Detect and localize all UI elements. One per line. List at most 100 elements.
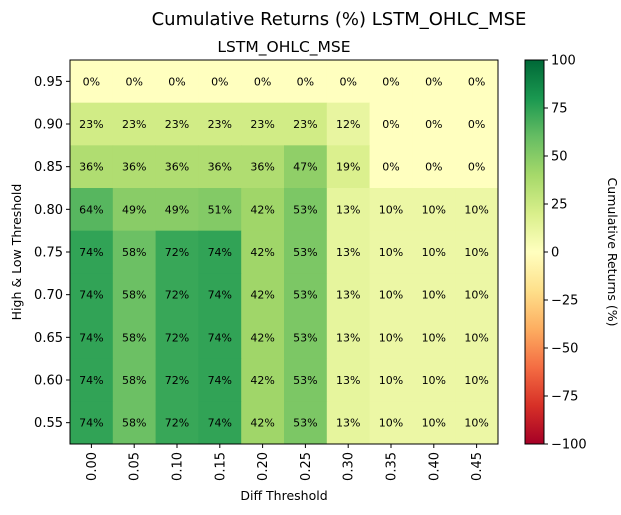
colorbar-label: Cumulative Returns (%) [605,178,620,327]
cell-value-label: 74% [79,331,103,344]
colorbar-tick-label: −100 [551,438,587,453]
cell-value-label: 10% [464,417,488,430]
cell-value-label: 13% [336,246,360,259]
cell-value-label: 53% [293,246,317,259]
heatmap-cell [155,358,199,402]
x-tick-label: 0.00 [85,452,100,481]
heatmap-cell [412,188,456,232]
heatmap-cell [369,358,413,402]
colorbar-tick-label: 0 [551,246,559,261]
heatmap-cell [369,316,413,360]
cell-value-label: 74% [79,374,103,387]
heatmap-cell [70,316,114,360]
heatmap-cell [241,60,285,104]
cell-value-label: 13% [336,331,360,344]
cell-value-label: 74% [208,331,232,344]
cell-value-label: 10% [422,417,446,430]
cell-value-label: 10% [379,289,403,302]
heatmap-cell [155,102,199,146]
heatmap-cell [198,102,242,146]
heatmap-cell [455,358,499,402]
cell-value-label: 13% [336,417,360,430]
colorbar-tick-label: 50 [551,150,568,165]
cell-value-label: 49% [122,203,146,216]
cell-value-label: 53% [293,203,317,216]
x-tick-label: 0.20 [256,452,271,481]
cell-value-label: 42% [250,289,274,302]
y-axis-ticks: 0.95 0.90 0.85 0.80 0.75 0.70 0.65 0.60 0.55 [34,75,70,431]
cell-value-label: 10% [422,246,446,259]
y-tick-label: 0.80 [34,203,63,218]
cell-value-label: 42% [250,374,274,387]
heatmap-cell [369,145,413,189]
heatmap-cell [241,273,285,317]
cell-value-label: 10% [422,374,446,387]
heatmap-cell [455,230,499,274]
heatmap-cell [198,60,242,104]
cell-value-label: 72% [165,246,189,259]
y-tick-label: 0.95 [34,75,63,90]
cell-value-label: 72% [165,289,189,302]
colorbar-tick-label: 75 [551,102,568,117]
heatmap-cell [112,273,156,317]
heatmap-cell [284,401,328,445]
heatmap-cell [112,60,156,104]
heatmap-cell [284,358,328,402]
heatmap-cell [455,188,499,232]
cell-value-label: 36% [79,161,103,174]
x-tick-label: 0.10 [171,452,186,481]
heatmap-cell [155,60,199,104]
cell-value-label: 74% [208,289,232,302]
heatmap-cell [412,60,456,104]
heatmap-cell [155,401,199,445]
cell-value-label: 74% [79,246,103,259]
cell-value-label: 23% [165,118,189,131]
heatmap-cell [326,401,370,445]
x-axis-label: Diff Threshold [240,488,327,503]
heatmap-cell [155,188,199,232]
heatmap-cell [70,188,114,232]
heatmap-cell [369,188,413,232]
colorbar-tick-label: 25 [551,198,568,213]
cell-value-label: 47% [293,161,317,174]
heatmap-cell [369,230,413,274]
heatmap-cell [326,102,370,146]
heatmap-cell [455,316,499,360]
heatmap-cell [70,145,114,189]
y-tick-label: 0.70 [34,288,63,303]
cell-value-label: 13% [336,374,360,387]
heatmap-cell [112,316,156,360]
heatmap-cell [241,401,285,445]
cell-value-label: 53% [293,417,317,430]
heatmap-cell [326,145,370,189]
heatmap-cell [455,145,499,189]
heatmap-cell [112,102,156,146]
heatmap-cell [326,188,370,232]
cell-value-label: 12% [336,118,360,131]
heatmap-cell [241,230,285,274]
cell-value-label: 53% [293,374,317,387]
cell-value-label: 0% [125,75,142,88]
heatmap-cell [241,358,285,402]
cell-value-label: 0% [468,118,485,131]
y-tick-label: 0.85 [34,160,63,175]
heatmap-cell [198,188,242,232]
cell-value-label: 0% [297,75,314,88]
cell-value-label: 74% [208,417,232,430]
y-tick-label: 0.60 [34,374,63,389]
heatmap-cell [241,102,285,146]
cell-value-label: 0% [468,161,485,174]
y-tick-label: 0.75 [34,246,63,261]
heatmap-cell [198,145,242,189]
heatmap-cell [241,188,285,232]
cell-value-label: 0% [382,161,399,174]
heatmap-cell [70,60,114,104]
heatmap-cell [369,102,413,146]
y-tick-label: 0.65 [34,331,63,346]
cell-value-label: 0% [211,75,228,88]
cell-value-label: 74% [79,289,103,302]
heatmap-cell [70,273,114,317]
heatmap-cell [284,230,328,274]
heatmap-cell [284,188,328,232]
x-tick-label: 0.25 [299,452,314,481]
